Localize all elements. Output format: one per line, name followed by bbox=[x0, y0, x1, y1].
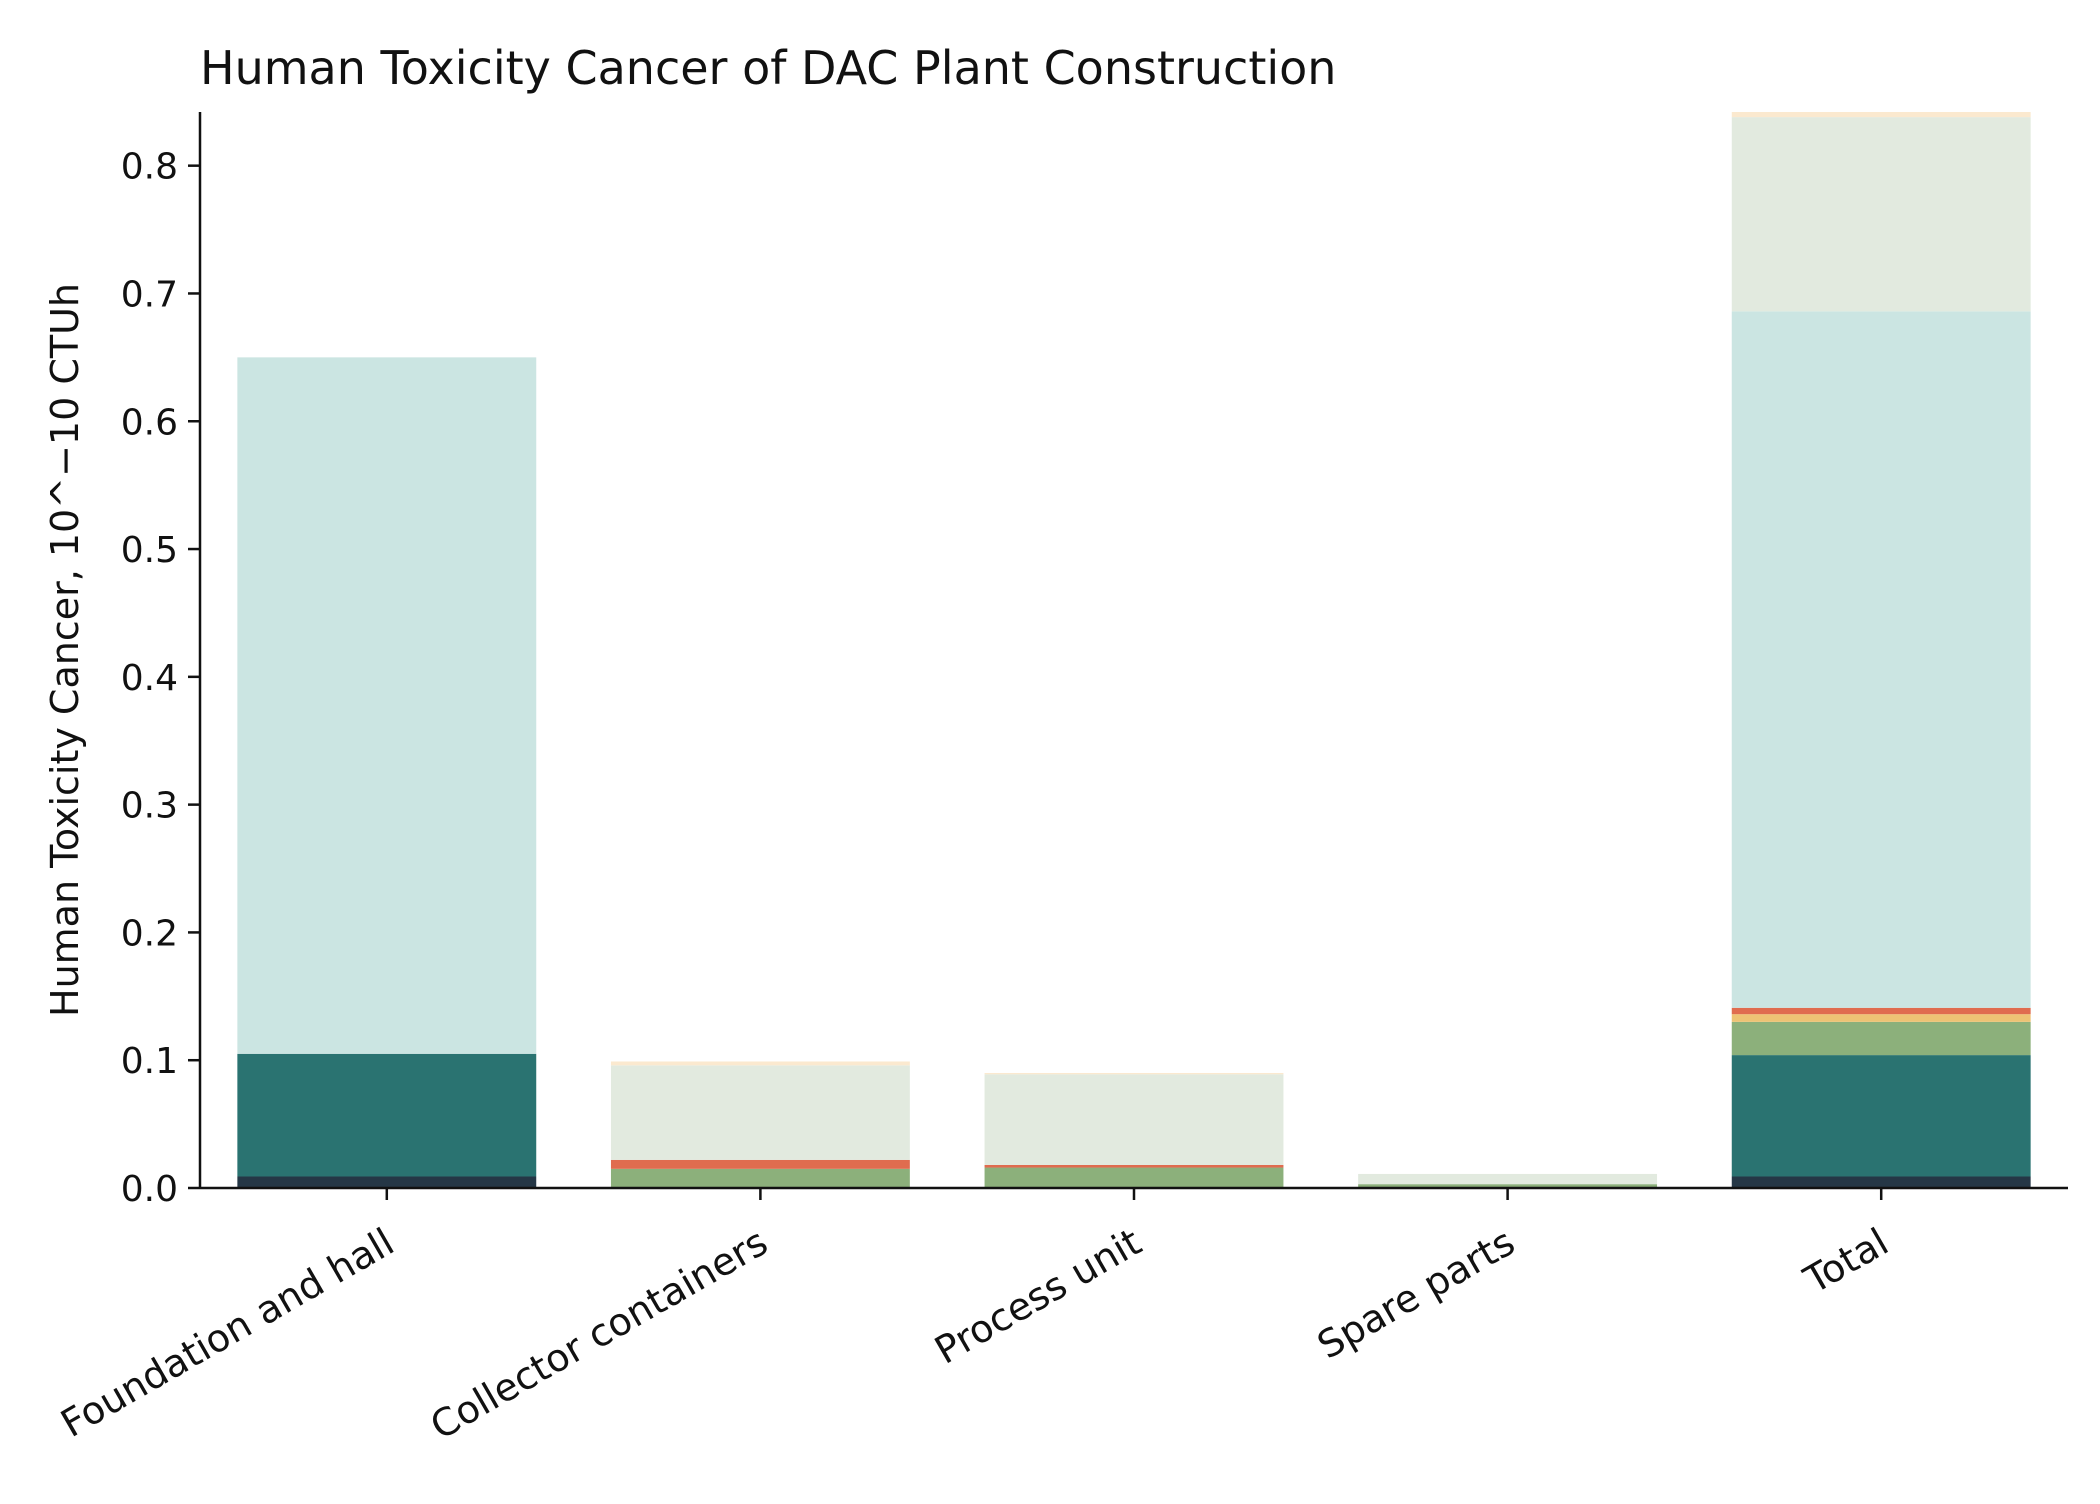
bar-segment-4-5 bbox=[1731, 1014, 2031, 1022]
bar-segment-7-4 bbox=[1358, 1173, 1658, 1185]
bar-segment-1-1 bbox=[237, 1176, 537, 1188]
y-tick-label: 0.1 bbox=[121, 1041, 178, 1082]
y-tick-label: 0.6 bbox=[121, 402, 178, 443]
bar-segment-3-3 bbox=[984, 1167, 1284, 1188]
bars-layer bbox=[237, 112, 2031, 1188]
x-tick-label: Foundation and hall bbox=[53, 1220, 401, 1446]
y-tick-label: 0.5 bbox=[121, 530, 178, 571]
bar-segment-7-2 bbox=[610, 1065, 910, 1160]
bar-segment-1-5 bbox=[1731, 1176, 2031, 1188]
bar-segment-2-5 bbox=[1731, 1055, 2031, 1177]
y-tick-label: 0.7 bbox=[121, 274, 178, 315]
bar-segment-7-3 bbox=[984, 1074, 1284, 1165]
bar-segment-6-1 bbox=[237, 357, 537, 1054]
bar-segment-5-5 bbox=[1731, 1007, 2031, 1015]
bar-segment-2-1 bbox=[237, 1053, 537, 1177]
bar-segment-3-2 bbox=[610, 1168, 910, 1188]
bar-segment-7-5 bbox=[1731, 117, 2031, 312]
bar-segment-6-5 bbox=[1731, 311, 2031, 1008]
y-tick-label: 0.0 bbox=[121, 1169, 178, 1210]
y-tick-label: 0.8 bbox=[121, 147, 178, 188]
bar-segment-8-2 bbox=[610, 1061, 910, 1066]
bar-segment-5-3 bbox=[984, 1165, 1284, 1168]
y-tick-label: 0.3 bbox=[121, 786, 178, 827]
bar-segment-8-3 bbox=[984, 1072, 1284, 1075]
bar-segment-8-5 bbox=[1731, 112, 2031, 118]
bar-segment-3-5 bbox=[1731, 1021, 2031, 1056]
x-tick-label: Collector containers bbox=[423, 1220, 775, 1449]
chart-title: Human Toxicity Cancer of DAC Plant Const… bbox=[200, 41, 1336, 95]
bar-segment-5-2 bbox=[610, 1159, 910, 1169]
y-axis-label: Human Toxicity Cancer, 10^−10 CTUh bbox=[43, 283, 87, 1017]
x-tick-label: Total bbox=[1796, 1220, 1896, 1303]
x-tick-label: Process unit bbox=[927, 1220, 1148, 1373]
x-tick-label: Spare parts bbox=[1310, 1220, 1522, 1368]
y-tick-label: 0.2 bbox=[121, 913, 178, 954]
y-tick-label: 0.4 bbox=[121, 658, 178, 699]
bar-segment-3-4 bbox=[1358, 1184, 1658, 1188]
